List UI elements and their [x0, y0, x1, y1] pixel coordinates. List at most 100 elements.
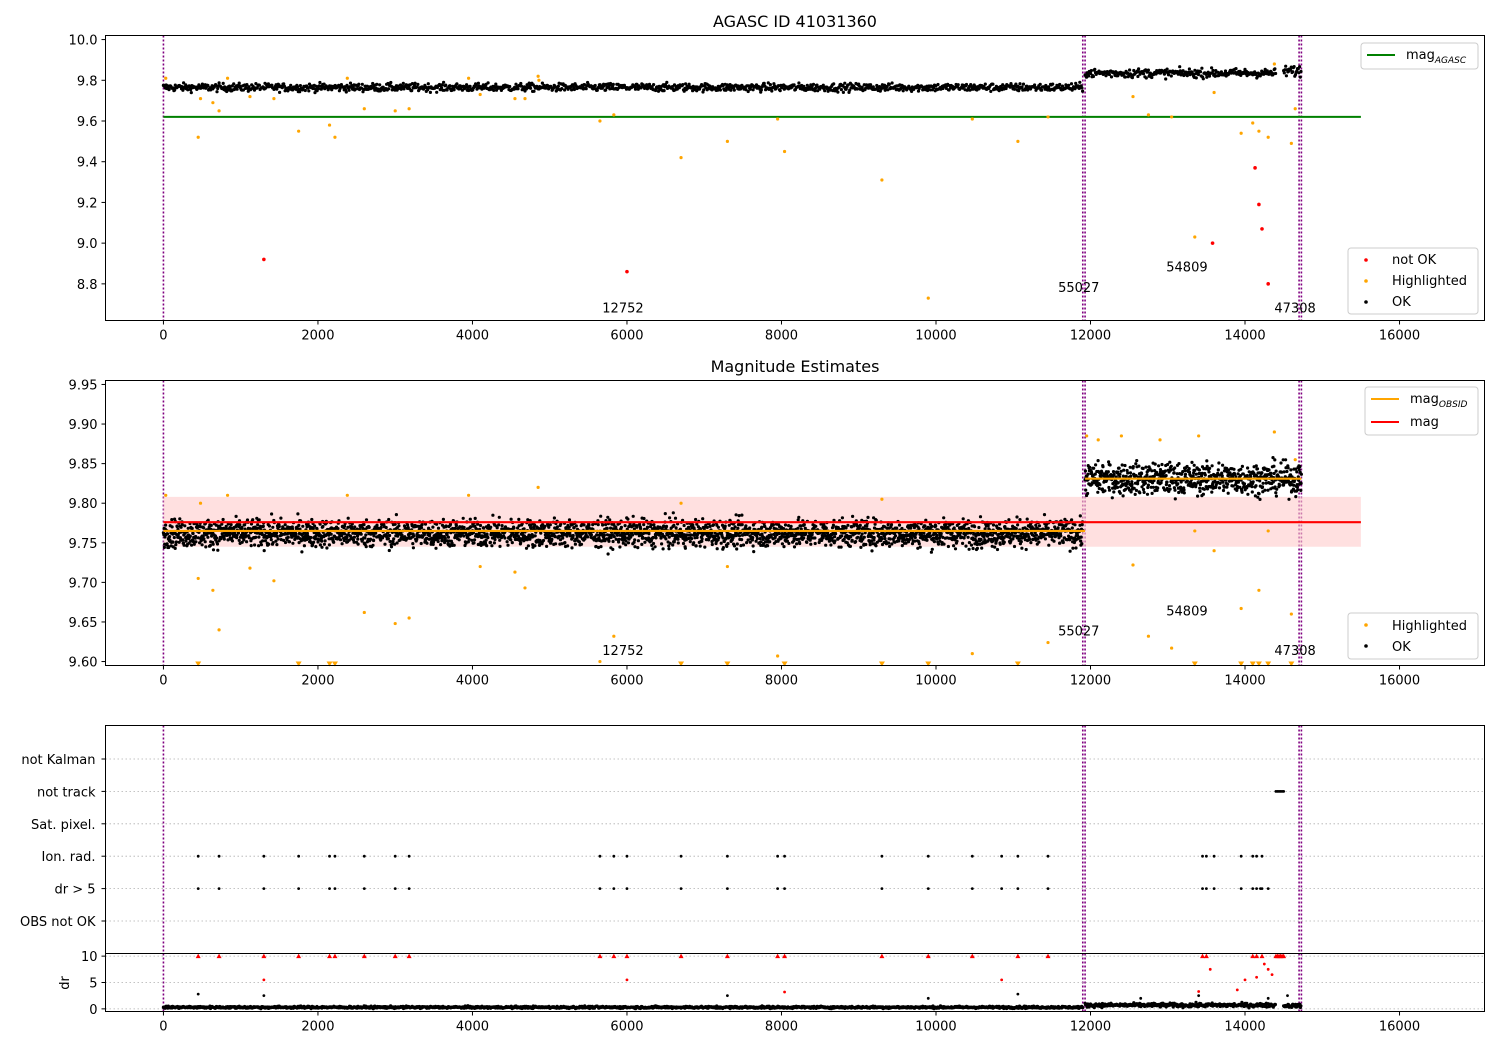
ok-point: [509, 538, 513, 542]
ok-point: [386, 537, 390, 541]
ok-point: [1196, 72, 1200, 77]
ok-point: [1292, 65, 1296, 69]
ok-point: [194, 540, 198, 544]
ok-point: [1128, 68, 1132, 72]
ok-point: [371, 81, 375, 86]
ok-point: [880, 537, 884, 541]
ok-point: [234, 514, 238, 519]
ok-point: [910, 542, 915, 546]
ok-point: [1255, 74, 1260, 79]
ok-point: [444, 83, 448, 87]
ok-point: [587, 523, 591, 527]
ok-point: [617, 540, 621, 544]
ok-point: [1094, 463, 1098, 467]
ok-point: [633, 538, 637, 542]
ok-point: [1069, 82, 1074, 86]
ok-point: [353, 525, 357, 529]
ok-point: [1282, 71, 1286, 75]
ok-point: [1012, 87, 1017, 91]
ok-point: [271, 525, 275, 529]
not-ok-point: [1253, 166, 1257, 170]
ok-point: [249, 544, 253, 548]
ok-point: [537, 527, 541, 531]
ok-point: [342, 538, 346, 543]
ok-point: [688, 540, 692, 544]
ok-point: [275, 543, 279, 547]
highlighted-point: [198, 97, 203, 101]
ok-point: [541, 523, 545, 527]
ok-point: [663, 511, 667, 516]
ok-point: [843, 81, 847, 85]
ok-point: [338, 538, 343, 542]
ok-point: [356, 537, 360, 541]
panel-1-legend-line: magAGASC: [1360, 42, 1479, 70]
ok-point: [964, 82, 969, 87]
ok-point: [715, 547, 719, 551]
ok-point: [359, 532, 363, 536]
ok-point: [170, 525, 174, 529]
ok-point: [1193, 68, 1197, 72]
ok-point: [792, 545, 797, 549]
ok-point: [651, 535, 655, 540]
highlighted-point: [478, 92, 482, 97]
highlighted-point: [1131, 94, 1135, 99]
ok-point: [589, 533, 594, 537]
ok-point: [744, 88, 748, 92]
ok-point: [1134, 488, 1138, 492]
ok-point: [222, 537, 226, 541]
legend-ok: OK: [1392, 295, 1411, 310]
ok-point: [1038, 82, 1042, 86]
highlighted-point: [248, 94, 252, 99]
ok-point: [570, 546, 574, 550]
ok-point: [364, 533, 368, 537]
ok-point: [175, 525, 179, 529]
ok-point: [364, 518, 369, 522]
ok-point: [1098, 483, 1102, 487]
ok-point: [798, 541, 802, 546]
ok-point: [1004, 86, 1008, 91]
ok-point: [1043, 537, 1047, 541]
ok-point: [357, 82, 361, 86]
ok-point: [939, 532, 943, 536]
ok-point: [782, 545, 786, 549]
ok-point: [271, 541, 275, 545]
ok-point: [1118, 472, 1122, 476]
ok-point: [889, 523, 894, 527]
ok-point: [178, 517, 182, 521]
ok-point: [399, 87, 403, 91]
ok-point: [319, 536, 323, 541]
not-ok-point: [1266, 282, 1270, 286]
ok-point: [612, 535, 616, 539]
ok-point: [718, 88, 723, 92]
ok-point: [929, 550, 934, 554]
ok-point: [270, 83, 274, 87]
ok-point: [547, 525, 551, 529]
ok-point: [735, 547, 739, 551]
ok-point: [302, 544, 306, 548]
ok-point: [543, 524, 547, 528]
ok-point: [307, 89, 311, 93]
ok-point: [664, 524, 669, 528]
ok-point: [485, 544, 489, 548]
ok-point: [1153, 462, 1157, 466]
ok-point: [505, 540, 509, 544]
ok-point: [982, 535, 986, 539]
ok-point: [624, 543, 628, 547]
ok-point: [318, 80, 322, 85]
ok-point: [975, 546, 980, 551]
ok-point: [354, 531, 358, 535]
ok-point: [691, 84, 695, 88]
ok-point: [203, 540, 207, 544]
highlighted-point: [537, 78, 541, 82]
ok-point: [274, 539, 278, 543]
ok-point: [702, 88, 706, 92]
ok-point: [297, 523, 301, 528]
highlighted-point: [1193, 235, 1197, 239]
ok-point: [762, 81, 766, 85]
ok-point: [661, 547, 665, 551]
ok-point: [833, 539, 837, 543]
ok-point: [1150, 469, 1154, 473]
ok-point: [190, 543, 194, 547]
ok-point: [1056, 526, 1060, 530]
ok-point: [966, 535, 970, 539]
